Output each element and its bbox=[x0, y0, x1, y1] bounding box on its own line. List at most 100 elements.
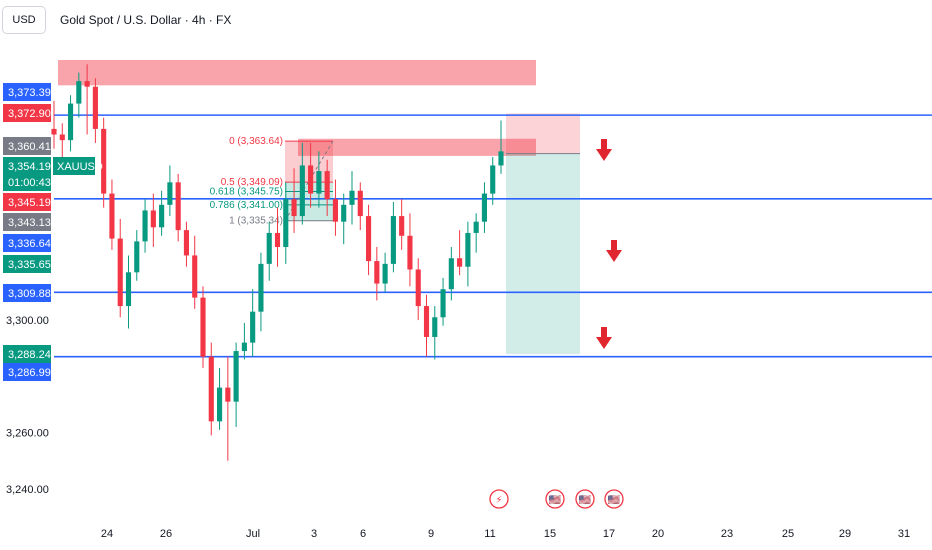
candle-body bbox=[101, 128, 107, 194]
price-tag bbox=[3, 193, 51, 211]
candle-body bbox=[150, 210, 156, 228]
candle-body bbox=[448, 258, 454, 290]
candle bbox=[415, 258, 421, 321]
x-tick-label: 23 bbox=[721, 528, 733, 540]
candle-body bbox=[51, 128, 57, 135]
short-position-stop-zone[interactable] bbox=[506, 113, 580, 154]
x-tick-label: 24 bbox=[101, 528, 113, 540]
currency-button[interactable]: USD bbox=[2, 6, 46, 34]
candle bbox=[481, 182, 488, 233]
candle-body bbox=[440, 289, 446, 318]
candle bbox=[299, 142, 305, 225]
supply-zone-mid[interactable] bbox=[298, 138, 536, 156]
us-flag-event-icon[interactable]: 🇺🇸 bbox=[575, 489, 595, 509]
svg-text:🇺🇸: 🇺🇸 bbox=[579, 494, 592, 506]
candle bbox=[490, 157, 496, 205]
candle-body bbox=[142, 210, 148, 242]
candle-body bbox=[92, 86, 98, 129]
candle bbox=[258, 252, 264, 332]
candle-body bbox=[274, 232, 281, 248]
candle bbox=[291, 168, 297, 233]
fib-level-label: 0.618 (3,345.75) bbox=[210, 186, 283, 197]
candle-body bbox=[192, 255, 198, 298]
candle bbox=[382, 252, 388, 292]
candle bbox=[175, 173, 181, 242]
price-tag bbox=[3, 255, 51, 273]
candle-body bbox=[200, 297, 206, 357]
candle bbox=[357, 182, 363, 231]
price-tag-label: 3,286.99 bbox=[8, 367, 51, 379]
svg-text:🇺🇸: 🇺🇸 bbox=[608, 494, 621, 506]
candle-body bbox=[390, 216, 396, 264]
candle-body bbox=[299, 165, 305, 217]
candle-body bbox=[175, 182, 181, 231]
candle-body bbox=[374, 261, 380, 284]
candle-body bbox=[125, 272, 132, 307]
candle bbox=[374, 247, 380, 301]
candle bbox=[457, 230, 463, 276]
candle-body bbox=[415, 269, 421, 307]
candle-body bbox=[357, 190, 363, 217]
candle-body bbox=[341, 204, 347, 222]
x-tick-label: 11 bbox=[484, 528, 495, 540]
candle bbox=[142, 199, 148, 253]
candle-body bbox=[233, 351, 239, 402]
candle-body bbox=[109, 193, 115, 239]
candle-body bbox=[382, 263, 388, 284]
price-tag-label: 3,288.24 bbox=[8, 349, 51, 361]
candle-body bbox=[167, 182, 173, 205]
candle-body bbox=[324, 171, 330, 200]
candle-body bbox=[117, 238, 123, 307]
candle bbox=[216, 367, 223, 430]
candle-body bbox=[308, 165, 314, 194]
candle-body bbox=[316, 171, 322, 194]
candle-body bbox=[67, 103, 74, 141]
candle bbox=[266, 221, 272, 281]
price-tag bbox=[3, 173, 51, 191]
y-tick-label: 3,240.00 bbox=[6, 484, 49, 496]
us-flag-event-icon[interactable]: 🇺🇸 bbox=[545, 489, 565, 509]
candle bbox=[200, 286, 206, 368]
svg-text:⚡: ⚡ bbox=[495, 495, 502, 506]
candle-body bbox=[258, 263, 264, 312]
candle bbox=[448, 247, 454, 301]
candle bbox=[324, 159, 330, 217]
price-tag-label: 3,309.88 bbox=[8, 288, 51, 300]
x-tick-label: 17 bbox=[603, 528, 615, 540]
candle bbox=[76, 72, 82, 118]
candle bbox=[308, 142, 314, 208]
short-position-target-zone[interactable] bbox=[506, 153, 580, 355]
candle bbox=[349, 171, 355, 225]
us-flag-event-icon[interactable]: 🇺🇸 bbox=[604, 489, 624, 509]
candle bbox=[51, 100, 57, 149]
down-arrow-icon-3 bbox=[596, 327, 612, 349]
candle bbox=[208, 342, 214, 436]
candle-body bbox=[183, 230, 190, 256]
x-tick-label: 9 bbox=[428, 528, 434, 540]
candle-body bbox=[266, 232, 272, 264]
candle-body bbox=[432, 317, 438, 337]
candle bbox=[390, 202, 396, 273]
candle-body bbox=[457, 258, 463, 267]
price-tag-label: 3,336.64 bbox=[8, 238, 51, 250]
price-tag-label: 3,373.39 bbox=[8, 87, 51, 99]
candle-body bbox=[365, 216, 372, 262]
candle-body bbox=[490, 165, 496, 194]
price-tag bbox=[3, 345, 51, 363]
candle bbox=[316, 151, 322, 208]
candle bbox=[117, 218, 123, 318]
candle bbox=[167, 165, 173, 217]
x-tick-label: 25 bbox=[782, 528, 794, 540]
candle-body bbox=[332, 199, 339, 222]
fib-level-label: 0.786 (3,341.00) bbox=[210, 200, 283, 211]
candle bbox=[332, 179, 339, 236]
candle bbox=[432, 306, 438, 360]
svg-text:🇺🇸: 🇺🇸 bbox=[549, 494, 562, 506]
symbol-tag-label: XAUUSD bbox=[57, 161, 103, 173]
candle bbox=[399, 199, 405, 250]
supply-zone-top[interactable] bbox=[58, 60, 536, 86]
candle-body bbox=[473, 221, 479, 233]
lightning-event-icon[interactable]: ⚡ bbox=[489, 489, 509, 509]
candle bbox=[125, 255, 132, 329]
